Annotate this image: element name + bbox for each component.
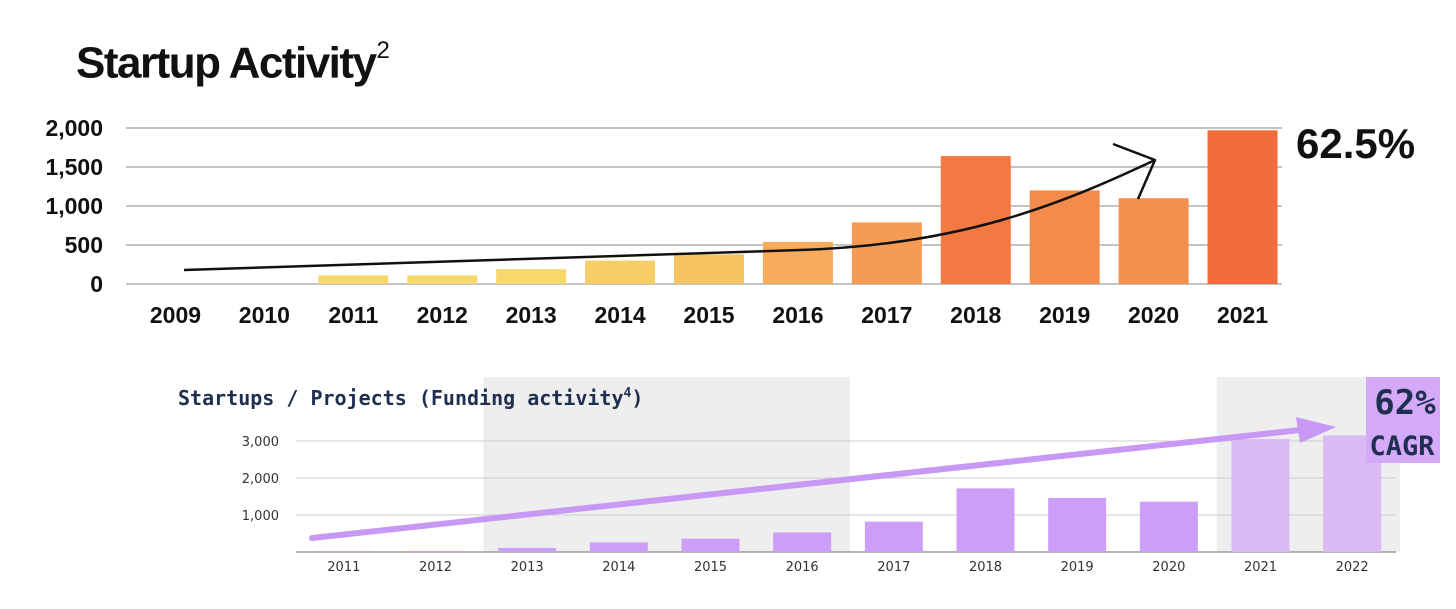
chart2-bar — [1048, 497, 1107, 552]
chart1-bar — [674, 254, 744, 284]
chart1-growth-callout: 62.5% — [1296, 120, 1415, 167]
chart2-x-tick-label: 2017 — [877, 560, 910, 575]
chart1-x-tick-label: 2010 — [239, 302, 290, 328]
chart1-y-tick-label: 1,500 — [45, 154, 103, 180]
chart1-y-tick-label: 500 — [65, 232, 103, 258]
chart2-bar — [314, 551, 373, 552]
chart1-x-tick-label: 2021 — [1217, 302, 1268, 328]
page-title-superscript: 2 — [376, 37, 390, 64]
chart1-x-tick-label: 2020 — [1128, 302, 1179, 328]
chart2-y-tick-label: 2,000 — [242, 472, 279, 487]
chart2-y-tick-label: 3,000 — [242, 435, 279, 450]
chart1-bar — [1029, 190, 1100, 284]
chart2-cagr-callout: 62% CAGR — [1366, 377, 1440, 463]
chart1-trend-arrow — [183, 142, 1157, 272]
chart2-bar — [773, 532, 832, 552]
chart1-x-tick-label: 2017 — [861, 302, 912, 328]
chart1-y-tick-label: 2,000 — [45, 115, 103, 141]
chart1-bar — [585, 260, 656, 284]
chart2-bar — [1231, 439, 1290, 552]
chart2-trend-arrow — [309, 417, 1336, 541]
chart1-x-tick-label: 2013 — [506, 302, 557, 328]
chart1-x-axis: 2009 2010 2011 2012 2013 2014 2015 2016 2017 2018… — [150, 302, 1268, 328]
chart1-bar — [407, 275, 478, 284]
chart2-x-tick-label: 2022 — [1336, 560, 1369, 575]
chart2-bar — [956, 488, 1015, 552]
page-title: Startup Activity2 — [76, 30, 390, 89]
chart1-x-tick-label: 2016 — [772, 302, 823, 328]
chart2-cagr-background — [1366, 377, 1440, 463]
chart1-x-tick-label: 2014 — [594, 302, 645, 328]
chart2-bar — [681, 538, 740, 552]
chart2-x-tick-label: 2018 — [969, 560, 1002, 575]
chart2-x-axis: 2011 2012 2013 2014 2015 2016 2017 2018 2019 2020… — [327, 560, 1368, 575]
chart2-x-tick-label: 2012 — [419, 560, 452, 575]
chart2-y-axis: 1,000 2,000 3,000 — [242, 435, 279, 524]
chart2-x-tick-label: 2013 — [511, 560, 544, 575]
chart2-title-superscript: 4 — [624, 386, 632, 401]
chart2-x-tick-label: 2014 — [602, 560, 635, 575]
chart2-x-tick-label: 2011 — [327, 560, 360, 575]
chart1-x-tick-label: 2009 — [150, 302, 201, 328]
page-title-text: Startup Activity — [76, 38, 377, 88]
chart2-bar — [406, 550, 465, 552]
chart2-title-text: Startups / Projects (Funding activity — [178, 386, 624, 410]
chart2-highlight-band — [483, 377, 850, 552]
chart1-bars — [318, 130, 1278, 284]
chart1-x-tick-label: 2012 — [417, 302, 468, 328]
chart1-bar — [851, 222, 922, 284]
chart1-y-tick-label: 0 — [90, 271, 103, 297]
chart2-cagr-label: CAGR — [1369, 431, 1435, 462]
chart1-x-tick-label: 2015 — [683, 302, 734, 328]
chart2-bar — [498, 547, 557, 552]
chart2-bar — [1139, 501, 1198, 552]
chart1-bar — [318, 275, 389, 284]
chart2-x-tick-label: 2021 — [1244, 560, 1277, 575]
chart1-x-tick-label: 2019 — [1039, 302, 1090, 328]
chart2-x-tick-label: 2019 — [1061, 560, 1094, 575]
chart2-x-tick-label: 2020 — [1152, 560, 1185, 575]
chart1-y-tick-label: 1,000 — [45, 193, 103, 219]
chart1-x-tick-label: 2011 — [328, 302, 378, 328]
chart2-title-close: ) — [631, 386, 643, 410]
chart2-bar — [864, 521, 923, 552]
chart1-bar — [1118, 198, 1189, 284]
chart2-x-tick-label: 2016 — [786, 560, 819, 575]
chart2-bars — [314, 435, 1382, 552]
chart2-highlight-bands — [483, 377, 1400, 552]
chart1-x-tick-label: 2018 — [950, 302, 1001, 328]
chart2-title: Startups / Projects (Funding activity4) — [178, 386, 643, 410]
chart1-y-axis: 0 500 1,000 1,500 2,000 — [45, 115, 103, 297]
chart2-y-tick-label: 1,000 — [242, 509, 279, 524]
chart2-x-tick-label: 2015 — [694, 560, 727, 575]
chart2-bar — [589, 542, 648, 552]
chart1-bar — [496, 269, 567, 284]
chart1-bar — [1207, 130, 1278, 284]
chart2-cagr-value: 62% — [1374, 383, 1436, 423]
